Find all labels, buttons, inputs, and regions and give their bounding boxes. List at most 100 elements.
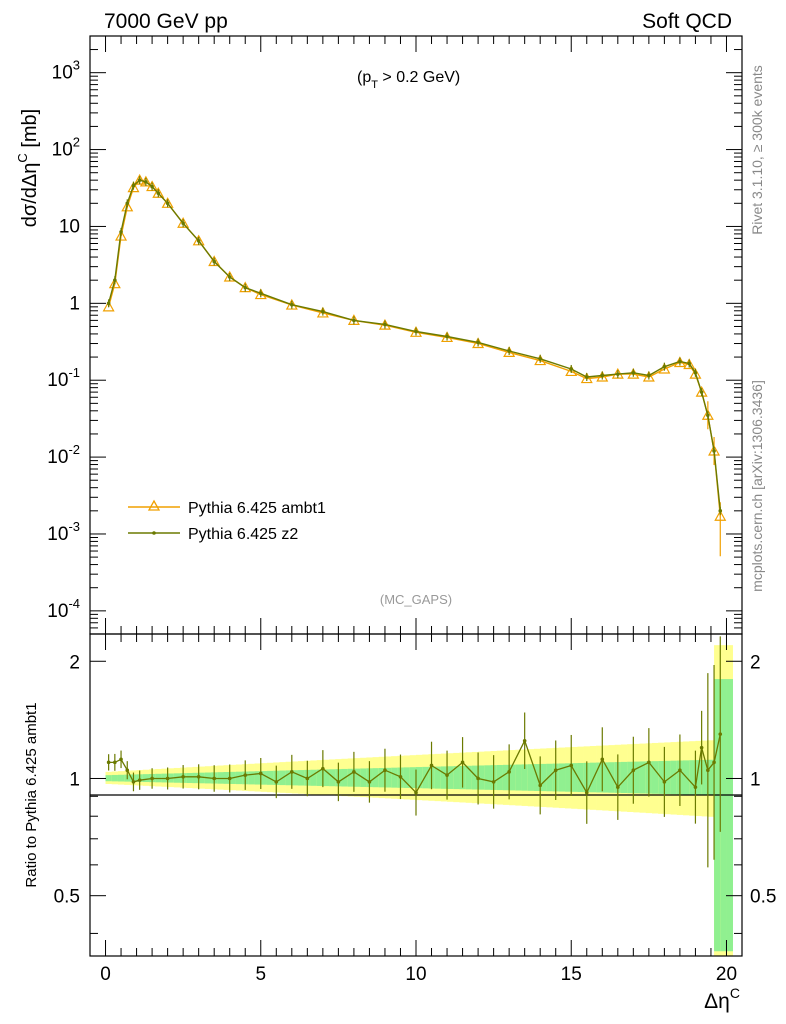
- band-green: [285, 770, 293, 786]
- legend-marker-z2: [152, 531, 156, 535]
- band-green: [509, 764, 516, 791]
- ratio-point: [538, 783, 542, 788]
- band-green: [291, 770, 299, 786]
- band-green: [521, 764, 529, 791]
- band-green: [440, 766, 448, 789]
- main-y-tick-label: 103: [52, 58, 80, 84]
- ratio-point: [647, 760, 651, 765]
- ratio-point: [631, 768, 636, 773]
- band-green: [664, 760, 671, 795]
- ratio-point: [113, 760, 117, 765]
- x-tick-label: 5: [255, 964, 266, 985]
- ratio-point: [553, 768, 558, 773]
- ratio-point: [584, 790, 589, 795]
- band-green: [714, 679, 721, 952]
- band-green: [186, 772, 193, 784]
- main-y-tick-label: 10-2: [47, 442, 80, 468]
- ratio-point: [600, 757, 605, 762]
- band-green: [378, 767, 386, 788]
- x-tick-label: 20: [716, 964, 737, 985]
- main-series: [102, 173, 727, 557]
- main-y-tick-label: 10: [59, 216, 80, 237]
- ratio-y-tick-label-left: 0.5: [54, 887, 80, 908]
- band-green: [571, 763, 578, 792]
- ratio-point: [491, 780, 496, 784]
- ratio-point: [119, 757, 123, 762]
- band-green: [651, 761, 659, 794]
- band-green: [589, 762, 597, 793]
- ratio-point: [678, 768, 682, 773]
- ratio-point: [414, 790, 418, 795]
- data-point-ambt1: [580, 372, 593, 384]
- band-green: [695, 760, 702, 795]
- ratio-point: [181, 774, 185, 779]
- band-green: [577, 762, 584, 792]
- data-point-ambt1: [115, 229, 128, 241]
- ratio-y-tick-label-left: 1: [69, 769, 80, 790]
- band-green: [620, 761, 628, 794]
- ratio-y-tick-label-right: 2: [750, 652, 761, 673]
- band-green: [422, 766, 429, 789]
- ratio-point: [706, 768, 710, 773]
- data-point-ambt1: [689, 367, 702, 379]
- series-line-ambt1: [107, 179, 721, 517]
- band-green: [353, 768, 361, 787]
- band-green: [720, 679, 727, 952]
- band-green: [142, 774, 150, 783]
- ratio-point: [290, 770, 294, 774]
- ratio-point: [507, 770, 511, 774]
- x-tick-label: 15: [561, 964, 582, 985]
- data-point-ambt1: [683, 358, 696, 370]
- main-y-tick-label: 10-4: [47, 596, 80, 622]
- band-green: [235, 771, 243, 785]
- data-point-ambt1: [596, 370, 609, 382]
- legend-label-z2: Pythia 6.425 z2: [188, 526, 298, 543]
- ratio-point: [712, 760, 716, 765]
- ratio-point: [662, 780, 667, 784]
- legend-item-ambt1: Pythia 6.425 ambt1: [128, 499, 326, 517]
- x-tick-label: 0: [100, 964, 111, 985]
- ratio-y-tick-label-right: 0.5: [750, 887, 776, 908]
- band-green: [316, 769, 324, 786]
- band-green: [447, 766, 454, 789]
- ratio-y-tick-label-right: 1: [750, 769, 761, 790]
- band-green: [310, 769, 317, 786]
- legend-item-z2: Pythia 6.425 z2: [128, 526, 298, 543]
- data-point-ambt1: [121, 200, 134, 212]
- ratio-point: [227, 776, 232, 781]
- ratio-point: [699, 745, 704, 750]
- main-y-tick-label: 102: [52, 135, 80, 161]
- band-green: [192, 772, 199, 784]
- series-line-z2: [107, 179, 721, 511]
- band-green: [403, 767, 411, 788]
- band-green: [391, 767, 398, 788]
- ratio-point: [243, 773, 248, 777]
- ratio-point: [398, 774, 403, 779]
- ratio-panel: 0.5 0.5 1 1 2 2 0 5 10 15 20 Ratio to Pythia 6.42…: [23, 633, 776, 1013]
- ratio-y-axis-label: Ratio to Pythia 6.425 ambt1: [23, 702, 40, 887]
- ratio-point: [476, 776, 480, 781]
- ratio-point: [321, 766, 325, 771]
- band-green: [602, 762, 609, 793]
- band-green: [527, 764, 535, 791]
- band-green: [254, 771, 262, 785]
- ratio-point: [106, 760, 111, 765]
- band-green: [416, 767, 423, 789]
- ratio-point: [569, 763, 574, 768]
- band-green: [105, 775, 113, 782]
- ratio-point: [258, 771, 263, 776]
- ratio-x-axis: 0 5 10 15 20: [100, 634, 737, 985]
- band-green: [484, 765, 491, 790]
- ratio-point: [693, 785, 698, 789]
- ratio-point: [131, 780, 136, 784]
- cut-annotation: (pT > 0.2 GeV): [357, 69, 460, 91]
- data-point-ambt1: [642, 370, 655, 382]
- band-green: [558, 763, 566, 792]
- ratio-y-axis: 0.5 0.5 1 1 2 2: [54, 652, 776, 934]
- band-green: [689, 760, 696, 795]
- x-tick-label: 10: [405, 964, 426, 985]
- band-green: [565, 763, 572, 792]
- header-right: Soft QCD: [642, 10, 732, 33]
- ratio-point: [212, 776, 216, 781]
